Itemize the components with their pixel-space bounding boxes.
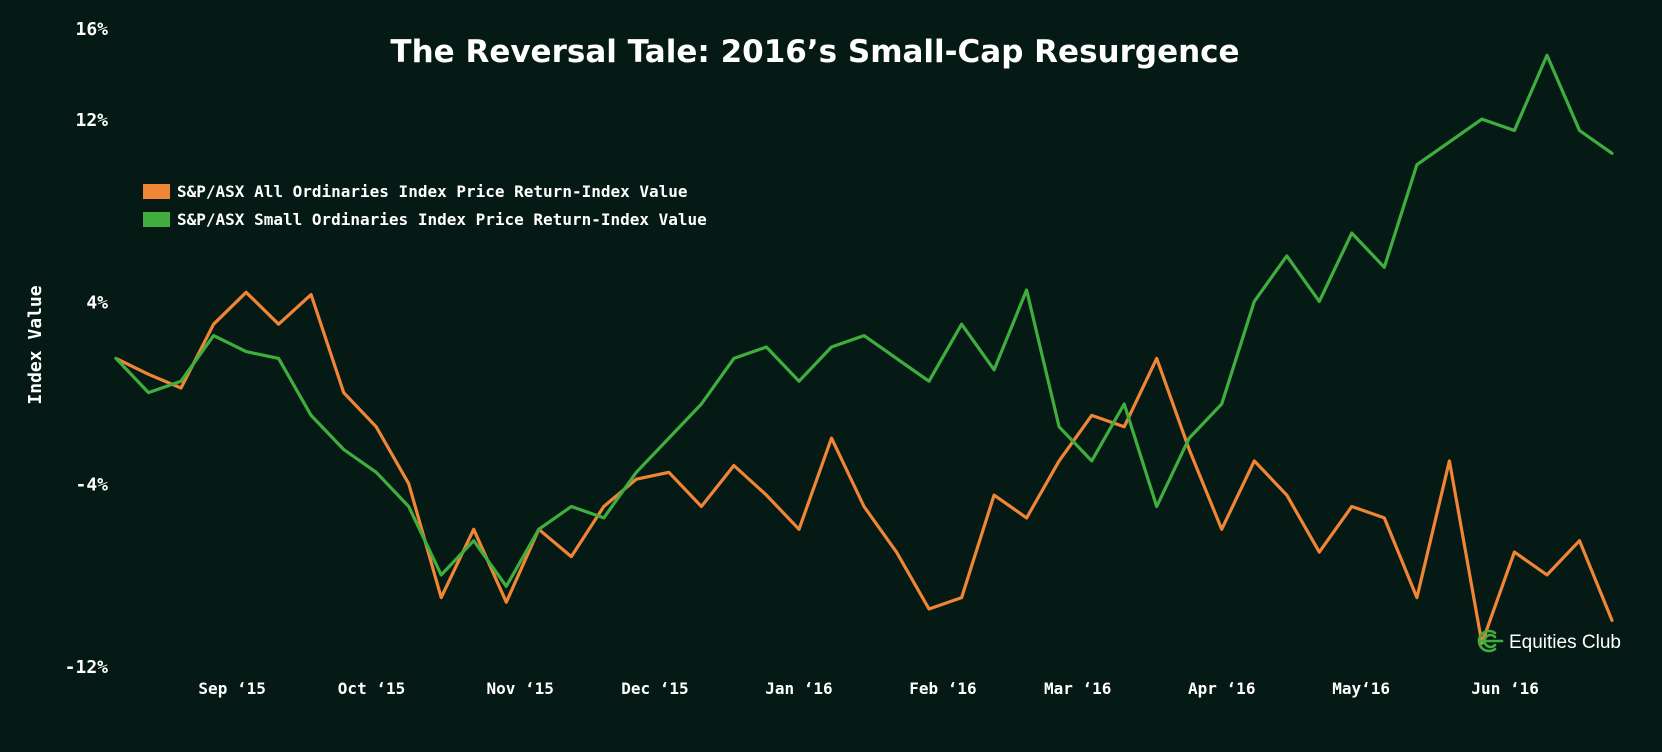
y-axis-label: Index Value [25, 285, 46, 404]
x-tick-label: May‘16 [1332, 679, 1390, 698]
y-tick-label: 16% [75, 19, 108, 40]
x-tick-label: Jun ‘16 [1471, 679, 1538, 698]
legend-swatch-all-ordinaries [143, 184, 170, 199]
x-tick-label: Dec ‘15 [621, 679, 688, 698]
x-tick-label: Mar ‘16 [1044, 679, 1111, 698]
legend-label-all-ordinaries: S&P/ASX All Ordinaries Index Price Retur… [177, 182, 688, 201]
legend-swatch-small-ordinaries [143, 212, 170, 227]
x-tick-label: Nov ‘15 [486, 679, 553, 698]
x-axis-ticks: Sep ‘15 Oct ‘15 Nov ‘15 Dec ‘15 Jan ‘16 Feb ‘… [198, 679, 1538, 698]
legend-label-small-ordinaries: S&P/ASX Small Ordinaries Index Price Ret… [177, 210, 707, 229]
equities-club-logo-icon [1477, 629, 1504, 653]
y-tick-label: 12% [75, 110, 108, 131]
x-tick-label: Oct ‘15 [338, 679, 405, 698]
y-tick-label: -4% [75, 475, 108, 496]
series-lines [114, 53, 1614, 645]
legend: S&P/ASX All Ordinaries Index Price Retur… [143, 182, 707, 229]
series-line-small-ordinaries [114, 53, 1614, 588]
brand-name: Equities Club [1509, 632, 1621, 653]
x-tick-label: Apr ‘16 [1188, 679, 1255, 698]
series-line-all-ordinaries [114, 290, 1614, 645]
x-tick-label: Sep ‘15 [198, 679, 265, 698]
chart-title: The Reversal Tale: 2016’s Small-Cap Resu… [390, 34, 1239, 70]
brand-logo: Equities Club [1477, 629, 1621, 653]
x-tick-label: Feb ‘16 [909, 679, 976, 698]
y-tick-label: 4% [86, 292, 108, 313]
x-tick-label: Jan ‘16 [765, 679, 832, 698]
y-axis-ticks: 16% 12% 4% -4% -12% [65, 19, 109, 678]
y-tick-label: -12% [65, 657, 109, 678]
